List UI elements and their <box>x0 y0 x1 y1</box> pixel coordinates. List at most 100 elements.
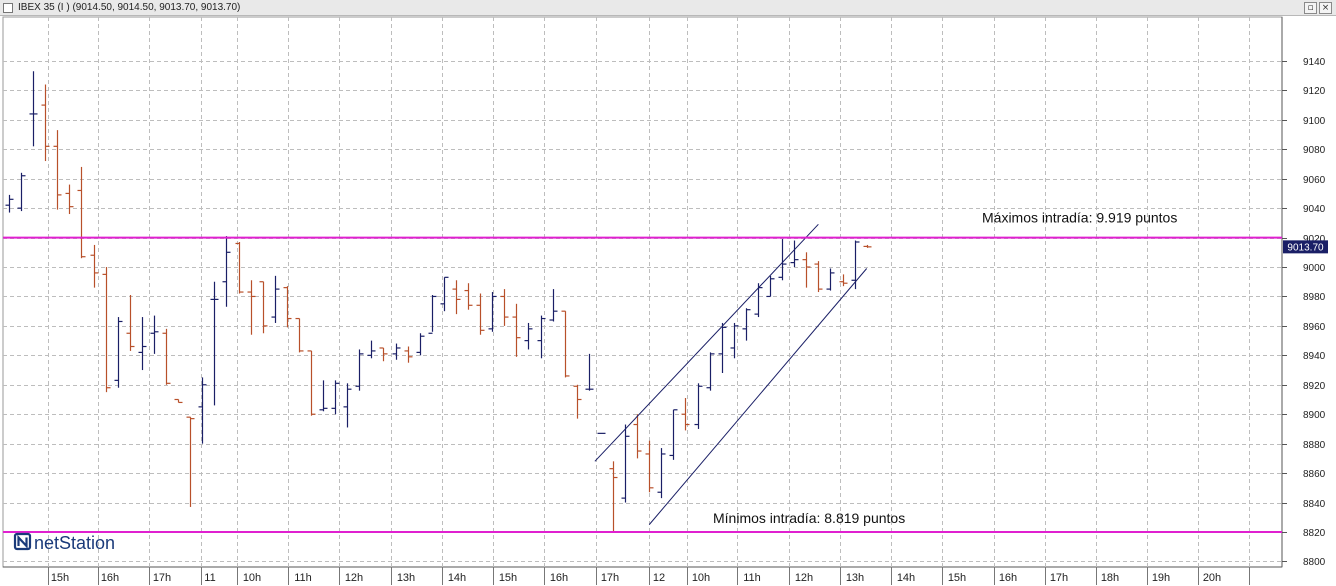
x-tick-label: 13h <box>397 572 415 584</box>
ohlc-bar <box>222 236 231 307</box>
ohlc-bar <box>379 347 388 362</box>
ohlc-bar <box>669 409 678 460</box>
x-tick-label: 11h <box>294 572 312 584</box>
ohlc-bar <box>730 322 739 359</box>
x-tick-label: 16h <box>999 572 1017 584</box>
close-button[interactable]: × <box>1319 2 1332 14</box>
ohlc-bar <box>778 239 787 281</box>
x-tick-label: 12h <box>795 572 813 584</box>
x-tick-label: 20h <box>1203 572 1221 584</box>
channel-upper-line <box>594 223 819 462</box>
ohlc-bar <box>694 383 703 429</box>
restore-button[interactable]: ▫ <box>1304 2 1317 14</box>
ohlc-bar <box>404 346 413 363</box>
x-tick-label: 15h <box>51 572 69 584</box>
x-tick-label: 10h <box>243 572 261 584</box>
ohlc-bar <box>138 317 147 371</box>
ohlc-bar <box>235 241 244 294</box>
ohlc-bars <box>5 71 872 532</box>
x-tick-label: 16h <box>101 572 119 584</box>
y-tick-label: 9060 <box>1303 175 1326 186</box>
x-tick-label: 16h <box>550 572 568 584</box>
plot-area <box>2 16 1283 568</box>
ohlc-bar <box>126 294 135 351</box>
ohlc-bar <box>5 194 14 213</box>
ohlc-bar <box>452 280 461 315</box>
last-price-label: 9013.70 <box>1287 242 1324 253</box>
ohlc-bar <box>802 252 811 288</box>
x-tick-label: 18h <box>1101 572 1119 584</box>
y-tick-label: 9120 <box>1303 86 1326 97</box>
ohlc-bar <box>476 293 485 335</box>
x-axis-ticks: 15h 16h 17h 11 10h 11h 12h 13h 14h 15h 16h 17h 12 10h… <box>48 567 1250 585</box>
level-annotation: Máximos intradía: 9.919 puntos <box>982 210 1177 226</box>
ohlc-bar <box>90 244 99 288</box>
y-tick-label: 8980 <box>1303 292 1326 303</box>
ohlc-bar <box>186 416 195 507</box>
y-tick-label: 9140 <box>1303 57 1326 68</box>
x-tick-label: 15h <box>499 572 517 584</box>
ohlc-bar <box>428 294 437 334</box>
y-tick-label: 9020 <box>1303 234 1326 245</box>
ohlc-bar <box>150 315 159 354</box>
ohlc-bar <box>17 172 26 212</box>
netstation-logo: netStation <box>13 532 115 553</box>
ohlc-bar <box>102 267 111 393</box>
ohlc-bar <box>307 350 316 416</box>
ohlc-bar <box>512 303 521 357</box>
x-tick-label: 13h <box>846 572 864 584</box>
ohlc-bar <box>392 343 401 360</box>
ohlc-bar <box>29 71 38 147</box>
ohlc-bar <box>549 289 558 322</box>
ohlc-bar <box>500 289 509 326</box>
ohlc-bar <box>440 276 449 312</box>
ohlc-bar <box>706 352 715 391</box>
y-tick-label: 8900 <box>1303 410 1326 421</box>
ohlc-bar <box>198 377 207 444</box>
ohlc-bar <box>839 274 848 287</box>
ohlc-bar <box>573 384 582 419</box>
last-price-tag: 9013.70 <box>1283 240 1328 254</box>
ohlc-bar <box>621 424 630 503</box>
ohlc-bar <box>114 317 123 388</box>
x-tick-label: 12h <box>345 572 363 584</box>
window-title: IBEX 35 (I ) (9014.50, 9014.50, 9013.70,… <box>18 2 241 13</box>
ohlc-bar <box>295 317 304 353</box>
y-tick-label: 9040 <box>1303 204 1326 215</box>
ohlc-bar <box>790 240 799 268</box>
x-tick-label: 17h <box>153 572 171 584</box>
x-tick-label: 14h <box>448 572 466 584</box>
ohlc-bar <box>681 398 690 431</box>
ohlc-bar <box>174 398 183 404</box>
netstation-n-logo-icon <box>13 532 32 551</box>
ohlc-bar <box>283 286 292 328</box>
ohlc-bar <box>488 292 497 332</box>
ohlc-bar <box>657 448 666 499</box>
y-tick-label: 8880 <box>1303 440 1326 451</box>
ohlc-bar <box>210 281 219 406</box>
y-tick-label: 9000 <box>1303 263 1326 274</box>
ohlc-bar <box>718 322 727 374</box>
y-tick-label: 8940 <box>1303 351 1326 362</box>
x-tick-label: 12 <box>653 572 665 584</box>
ohlc-bar <box>367 340 376 359</box>
ohlc-bar <box>609 461 618 532</box>
last-price-tag-bg <box>1283 240 1328 254</box>
y-axis-ticks: 9140 9120 9100 9080 9060 9040 9020 9000 8980 8960… <box>1282 57 1326 568</box>
x-tick-label: 11h <box>743 572 761 584</box>
ohlc-bar <box>645 440 654 493</box>
y-tick-label: 8920 <box>1303 381 1326 392</box>
ohlc-bar <box>633 414 642 459</box>
ohlc-bar <box>259 281 268 334</box>
x-tick-label: 17h <box>601 572 619 584</box>
window-titlebar: IBEX 35 (I ) (9014.50, 9014.50, 9013.70,… <box>0 0 1336 16</box>
y-tick-label: 8820 <box>1303 528 1326 539</box>
ohlc-bar <box>826 268 835 291</box>
ohlc-bar <box>537 315 546 359</box>
ohlc-bar <box>65 184 74 215</box>
ohlc-bar <box>77 166 86 259</box>
ohlc-bar <box>162 328 171 385</box>
x-tick-label: 19h <box>1152 572 1170 584</box>
window-icon <box>3 3 13 13</box>
